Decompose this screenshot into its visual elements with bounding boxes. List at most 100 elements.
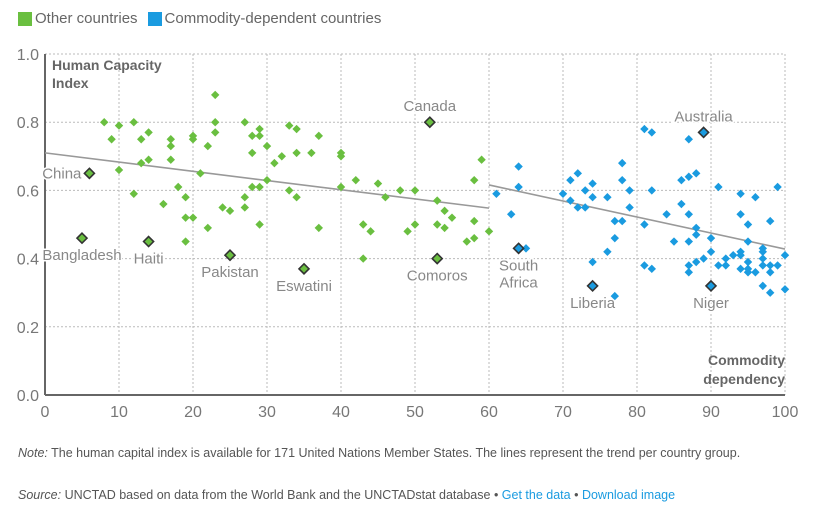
- y-tick-label: 0.2: [17, 320, 39, 337]
- country-label: Australia: [674, 108, 733, 125]
- data-point-other: [255, 220, 264, 229]
- data-point-commodity: [507, 210, 516, 219]
- highlighted-point: [423, 116, 436, 129]
- get-data-link[interactable]: Get the data: [501, 488, 571, 502]
- data-point-other: [211, 90, 220, 100]
- data-point-commodity: [743, 268, 753, 277]
- data-point-commodity: [780, 250, 790, 260]
- data-point-other: [351, 175, 360, 185]
- data-point-other: [188, 135, 198, 144]
- x-axis-title: Commodity: [708, 352, 785, 368]
- download-image-link[interactable]: Download image: [581, 488, 676, 502]
- data-point-commodity: [714, 261, 723, 270]
- data-point-commodity: [603, 247, 612, 256]
- x-tick-label: 70: [554, 404, 572, 421]
- data-point-commodity: [766, 261, 775, 270]
- data-point-commodity: [773, 261, 782, 270]
- country-label: Liberia: [570, 295, 616, 312]
- legend-label-other: Other countries: [35, 10, 138, 27]
- data-point-commodity: [743, 220, 753, 229]
- data-point-commodity: [492, 189, 501, 199]
- highlighted-points: China Bangladesh Haiti Pakistan Eswatini Cana…: [41, 97, 735, 314]
- data-point-commodity: [706, 233, 716, 243]
- data-point-commodity: [758, 261, 767, 270]
- data-point-commodity: [743, 257, 753, 267]
- x-tick-label: 30: [258, 404, 276, 421]
- data-point-commodity: [618, 158, 627, 168]
- data-point-other: [166, 135, 175, 144]
- scatter-chart: China Bangladesh Haiti Pakistan Eswatini Cana…: [17, 47, 799, 421]
- data-point-other: [248, 131, 257, 141]
- x-tick-label: 80: [628, 404, 646, 421]
- data-point-other: [166, 155, 175, 164]
- highlighted-point: [697, 126, 710, 139]
- chart-source: Source: UNCTAD based on data from the Wo…: [18, 488, 675, 502]
- data-point-commodity: [729, 250, 738, 260]
- legend-item-commodity[interactable]: Commodity-dependent countries: [147, 10, 382, 27]
- data-point-other: [292, 193, 301, 202]
- data-point-other: [248, 182, 257, 192]
- data-point-other: [410, 220, 420, 229]
- data-points: [100, 90, 790, 301]
- data-point-other: [181, 213, 190, 222]
- country-label: Bangladesh: [42, 247, 121, 264]
- data-point-other: [396, 186, 405, 195]
- data-point-other: [359, 254, 368, 263]
- data-point-other: [433, 220, 442, 229]
- data-point-other: [314, 223, 323, 233]
- data-point-commodity: [684, 172, 693, 181]
- data-point-commodity: [647, 186, 656, 195]
- data-point-other: [440, 223, 449, 233]
- chart-note: Note: The human capital index is availab…: [18, 444, 778, 462]
- data-point-commodity: [684, 237, 693, 246]
- data-point-other: [255, 124, 264, 134]
- data-point-other: [196, 169, 205, 178]
- data-point-commodity: [610, 291, 619, 301]
- data-point-other: [336, 152, 346, 161]
- data-point-other: [484, 227, 494, 236]
- data-point-commodity: [684, 135, 693, 144]
- data-point-other: [188, 213, 198, 222]
- data-point-commodity: [581, 186, 590, 195]
- data-point-other: [114, 121, 124, 130]
- highlighted-point: [223, 249, 237, 262]
- x-tick-label: 10: [110, 404, 128, 421]
- data-point-commodity: [721, 261, 730, 270]
- data-point-other: [373, 179, 383, 188]
- data-point-other: [410, 186, 420, 195]
- data-point-other: [137, 158, 146, 168]
- data-point-other: [447, 213, 457, 222]
- data-point-commodity: [640, 220, 649, 229]
- country-label: China: [42, 165, 82, 182]
- data-point-commodity: [566, 175, 575, 185]
- data-point-commodity: [736, 189, 745, 199]
- data-point-commodity: [677, 199, 686, 209]
- data-point-commodity: [603, 193, 612, 202]
- data-point-commodity: [588, 179, 597, 188]
- data-point-other: [433, 196, 442, 205]
- legend-item-other[interactable]: Other countries: [18, 10, 138, 27]
- data-point-commodity: [514, 162, 523, 171]
- data-point-other: [137, 135, 146, 144]
- y-axis-title: Index: [52, 75, 89, 91]
- data-point-other: [292, 124, 301, 134]
- data-point-commodity: [573, 169, 582, 178]
- data-point-commodity: [773, 182, 782, 192]
- data-point-other: [285, 121, 294, 130]
- country-label: Canada: [404, 98, 457, 115]
- highlighted-point: [75, 232, 89, 245]
- highlighted-point: [704, 279, 718, 293]
- data-point-other: [225, 206, 235, 216]
- data-point-other: [307, 148, 316, 158]
- x-tick-label: 0: [41, 404, 50, 421]
- data-point-other: [314, 131, 323, 141]
- data-point-other: [144, 128, 153, 137]
- data-point-commodity: [751, 193, 760, 202]
- legend-label-commodity: Commodity-dependent countries: [164, 10, 382, 27]
- data-point-other: [100, 118, 109, 127]
- legend-swatch-commodity: [147, 11, 162, 26]
- highlighted-point: [512, 242, 525, 255]
- x-axis-title: dependency: [703, 371, 785, 387]
- data-point-commodity: [699, 254, 708, 263]
- country-label: South: [499, 257, 538, 274]
